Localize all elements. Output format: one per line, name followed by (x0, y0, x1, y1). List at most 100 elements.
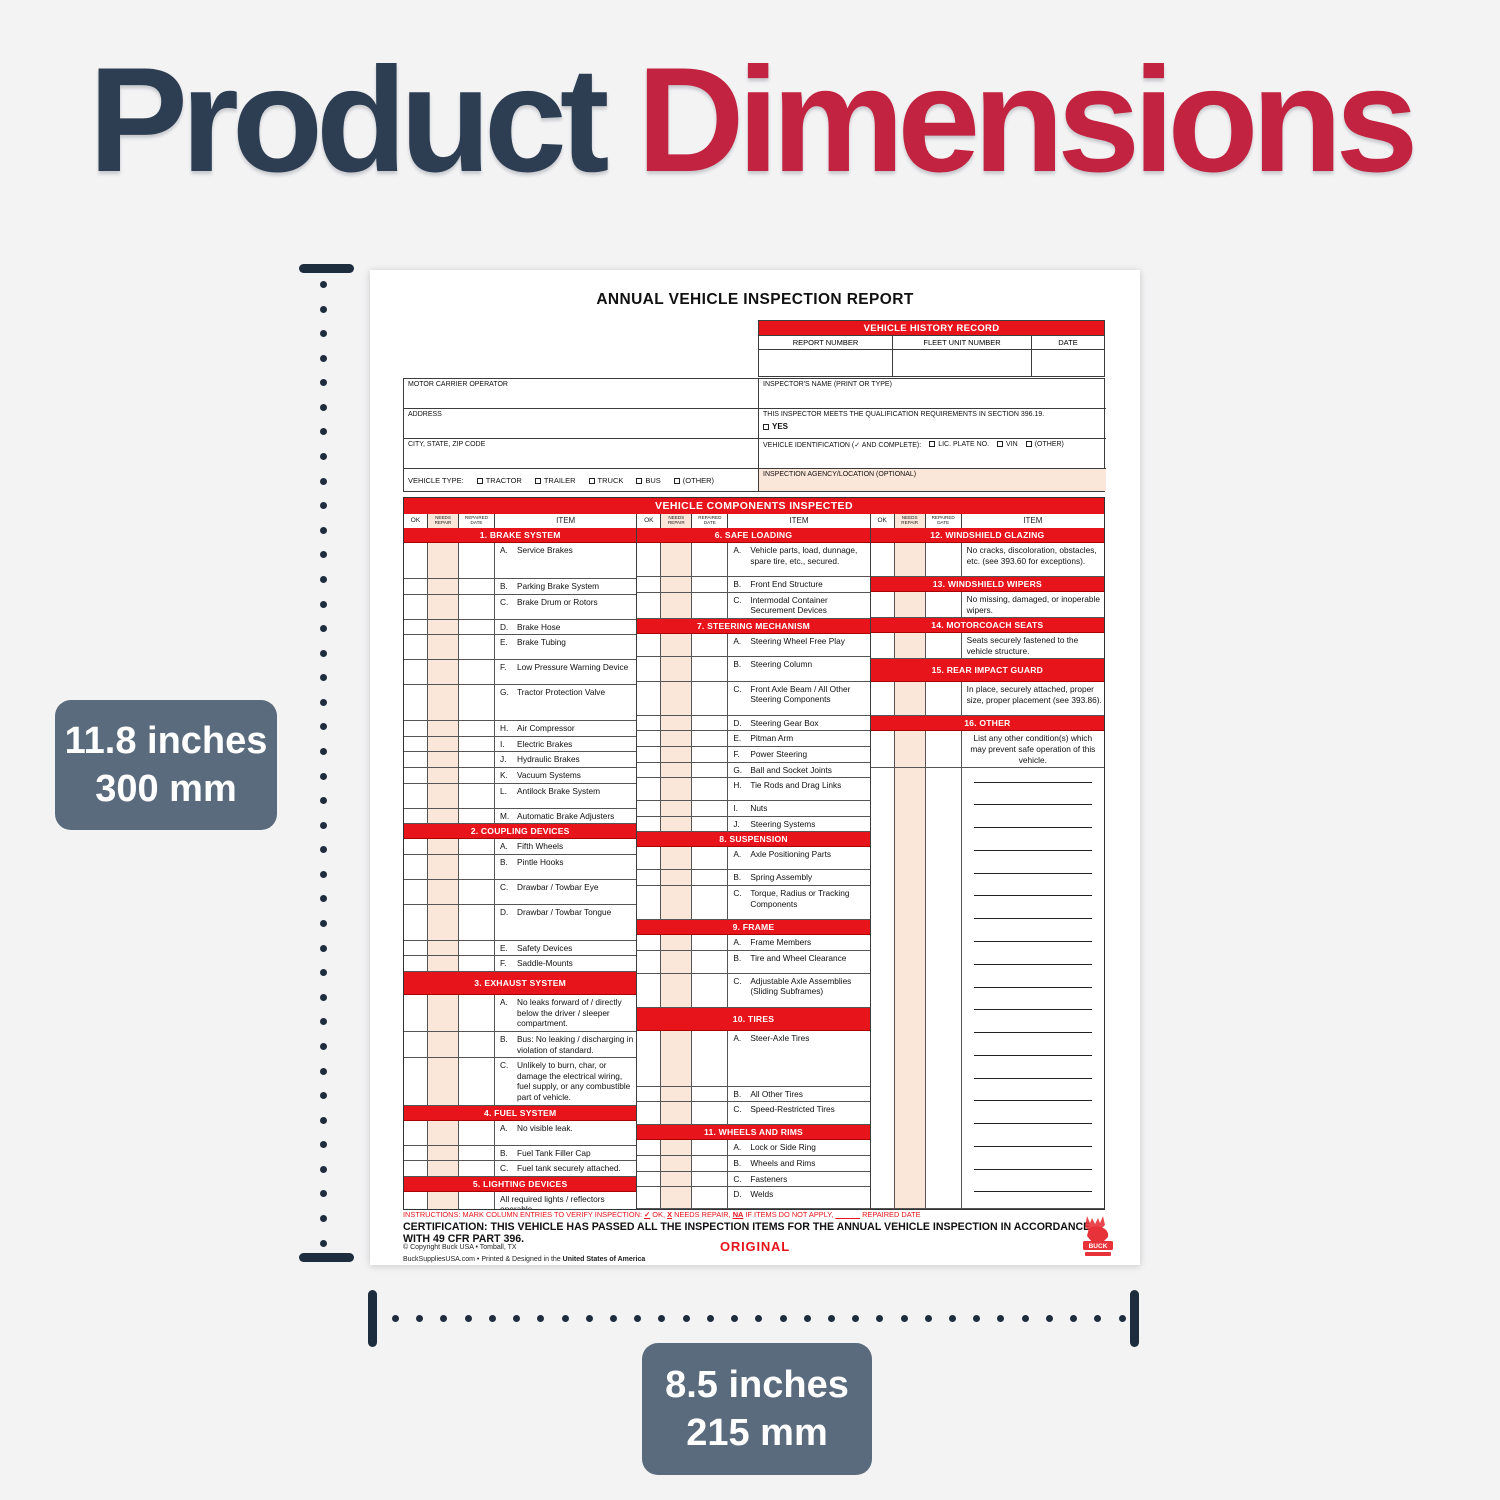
item-text: Lock or Side Ring (750, 1142, 816, 1153)
dimension-dot (464, 1315, 472, 1322)
ok-cell (404, 1058, 428, 1105)
needs-repair-cell (428, 685, 459, 721)
dimension-dot (320, 723, 327, 731)
item-text: Nuts (750, 803, 768, 814)
height-mm: 300 mm (95, 768, 237, 810)
item-cell: A. Steering Wheel Free Play (728, 634, 869, 656)
city-state-zip-field: CITY, STATE, ZIP CODE (404, 439, 759, 469)
inspector-name-field: INSPECTOR'S NAME (PRINT OR TYPE) (759, 379, 1106, 409)
inspection-item-row: E. Pitman Arm (637, 731, 870, 748)
ok-cell (404, 956, 428, 972)
item-letter: C. (733, 594, 742, 605)
repaired-date-cell (692, 1086, 729, 1102)
ok-header: OK (404, 514, 428, 528)
item-letter: F. (500, 958, 507, 969)
item-cell: F. Saddle-Mounts (495, 956, 636, 971)
ok-header: OK (871, 514, 895, 528)
instructions-segment: X (667, 1210, 673, 1219)
write-in-line (973, 1077, 1092, 1079)
instructions-segment (835, 1210, 860, 1219)
ok-cell (637, 543, 662, 576)
ok-cell (404, 879, 428, 904)
dimension-dot (706, 1315, 714, 1322)
checkbox (476, 477, 483, 484)
repaired-date-cell (692, 762, 729, 778)
instructions-segment: NA (732, 1210, 744, 1219)
needs-repair-cell (428, 940, 459, 956)
dimension-dot (876, 1315, 884, 1322)
ok-cell (404, 660, 428, 685)
repaired-date-cell (459, 1031, 495, 1058)
inspection-item-row: J. Hydraulic Brakes (404, 752, 637, 769)
item-letter: B. (500, 856, 508, 867)
dimension-dot (440, 1315, 448, 1322)
item-letter: F. (500, 662, 507, 673)
dimension-line-left-cap (368, 1290, 377, 1347)
item-text: Frame Members (750, 937, 812, 948)
repaired-date-cell (459, 1145, 495, 1161)
item-cell: A. Fifth Wheels (495, 839, 636, 854)
checkbox-option-label: LIC. PLATE NO. (938, 441, 990, 448)
repaired-date-cell (459, 956, 495, 972)
inspection-item-row: A. No visible leak. (404, 1120, 637, 1146)
dimension-dot (320, 993, 327, 1001)
inspection-item-row: A. Fifth Wheels (404, 839, 637, 855)
inspection-item-row: A. Axle Positioning Parts (637, 847, 870, 871)
dimension-dot (924, 1315, 932, 1322)
inspection-item-row: K. Vacuum Systems (404, 768, 637, 784)
item-cell: A. Steer-Axle Tires (728, 1031, 869, 1086)
inspection-item-row: D. Drawbar / Towbar Tongue (404, 904, 637, 941)
item-cell: B. Wheels and Rims (728, 1156, 869, 1171)
column-header-group: OK NEEDS REPAIR REPAIRED DATE ITEM (404, 514, 638, 528)
needs-repair-cell (428, 619, 459, 635)
inspection-item-row: C. Drawbar / Towbar Eye (404, 879, 637, 905)
item-letter: B. (733, 1088, 742, 1099)
page-title: Product Dimensions (0, 38, 1500, 202)
dimension-dot (488, 1315, 496, 1322)
vehicle-history-empty-row (759, 349, 1104, 376)
components-column: 6. SAFE LOADING A. Vehicle parts, load, du… (637, 528, 871, 1209)
item-cell (962, 768, 1104, 1208)
yes-checkbox-line: YES (763, 422, 1102, 431)
ok-cell (871, 592, 895, 618)
repaired-date-cell (692, 973, 729, 1007)
item-letter: A. (500, 1122, 508, 1133)
components-column: 1. BRAKE SYSTEM A. Service Brakes B. Parking… (404, 528, 638, 1209)
repaired-date-cell (459, 579, 495, 594)
svg-text:BUCK: BUCK (1089, 1243, 1108, 1250)
instructions-segment: INSTRUCTIONS: MARK COLUMN ENTRIES TO VER… (403, 1210, 645, 1219)
write-in-line (973, 941, 1092, 942)
item-text: All Other Tires (750, 1088, 803, 1099)
repaired-date-cell (459, 854, 495, 879)
item-text: Fuel tank securely attached. (517, 1163, 621, 1174)
ok-cell (637, 935, 662, 950)
item-letter: A. (733, 937, 742, 948)
ok-cell (404, 736, 428, 752)
inspection-item-row: C. Unlikely to burn, char, or damage the … (404, 1058, 637, 1106)
item-cell: E. Safety Devices (495, 941, 636, 956)
inspection-item-row: F. Power Steering (637, 747, 870, 763)
dimension-dot (973, 1315, 981, 1322)
repaired-date-cell (692, 870, 729, 886)
inspection-item-row: B. Wheels and Rims (637, 1155, 870, 1172)
item-text: Drawbar / Towbar Eye (517, 881, 599, 892)
item-cell: Seats securely fastened to the vehicle s… (962, 633, 1104, 658)
inspection-item-row: C. Brake Drum or Rotors (404, 594, 637, 620)
needs-repair-cell (428, 752, 459, 768)
item-cell: G. Tractor Protection Valve (495, 685, 636, 720)
item-cell: F. Power Steering (728, 747, 869, 762)
item-header: ITEM (556, 516, 576, 525)
dimension-dot (320, 600, 327, 608)
item-letter: C. (733, 975, 742, 986)
instructions-segment: NEEDS REPAIR, (672, 1210, 733, 1219)
dimension-dot (609, 1315, 617, 1322)
needs-repair-cell (661, 816, 693, 832)
history-column-header: REPORT NUMBER (759, 335, 892, 349)
checkbox (1025, 441, 1032, 447)
section-banner: 10. TIRES (637, 1007, 870, 1031)
repaired-date-cell (692, 886, 729, 920)
section-banner: 14. MOTORCOACH SEATS (870, 618, 1104, 634)
item-letter: C. (733, 683, 742, 694)
inspection-item-row: A. Steer-Axle Tires (637, 1030, 870, 1087)
item-text: Electric Brakes (517, 738, 573, 749)
